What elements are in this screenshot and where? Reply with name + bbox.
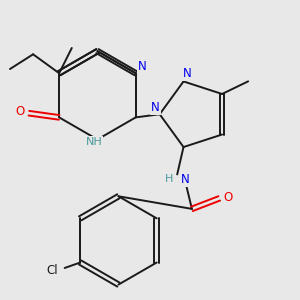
Text: N: N: [180, 173, 189, 186]
Text: NH: NH: [86, 136, 102, 147]
Text: H: H: [165, 174, 173, 184]
Text: N: N: [138, 60, 146, 74]
Text: N: N: [151, 101, 160, 114]
Text: Cl: Cl: [46, 264, 58, 277]
Text: O: O: [16, 105, 25, 118]
Text: N: N: [183, 68, 192, 80]
Text: O: O: [223, 191, 232, 204]
